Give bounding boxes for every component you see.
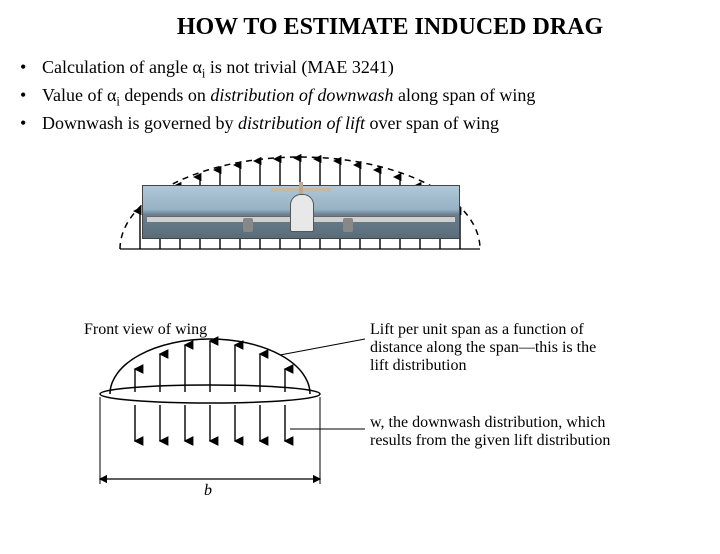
- bullet-text: Downwash is governed by distribution of …: [42, 111, 499, 136]
- bullet-dot: •: [20, 111, 42, 136]
- bullet-text: Calculation of angle αi is not trivial (…: [42, 55, 394, 83]
- list-item: • Value of αi depends on distribution of…: [20, 83, 720, 111]
- page-title: HOW TO ESTIMATE INDUCED DRAG: [80, 14, 700, 41]
- downwash-label: w, the downwash distribution, which resu…: [370, 414, 610, 451]
- list-item: • Calculation of angle αi is not trivial…: [20, 55, 720, 83]
- airplane-image: [142, 185, 460, 239]
- front-view-label: Front view of wing: [84, 321, 207, 339]
- bullet-dot: •: [20, 55, 42, 83]
- bullet-dot: •: [20, 83, 42, 111]
- lift-distribution-label: Lift per unit span as a function of dist…: [370, 321, 596, 376]
- bullet-list: • Calculation of angle αi is not trivial…: [20, 55, 720, 137]
- list-item: • Downwash is governed by distribution o…: [20, 111, 720, 136]
- span-label: b: [204, 482, 212, 500]
- bullet-text: Value of αi depends on distribution of d…: [42, 83, 535, 111]
- figure-area: Front view of wing Lift per unit span as…: [0, 149, 720, 519]
